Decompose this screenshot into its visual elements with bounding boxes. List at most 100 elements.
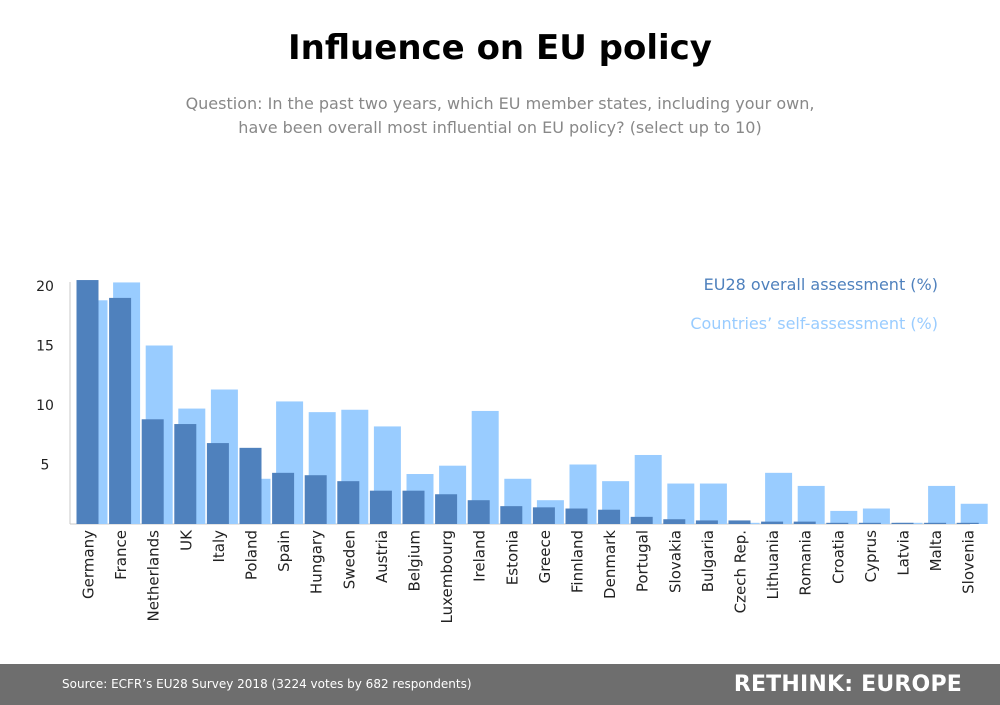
bar-overall-assessment: [239, 447, 262, 524]
chart-subtitle: Question: In the past two years, which E…: [0, 92, 1000, 140]
bar-group: [402, 474, 434, 524]
bar-group: [174, 408, 206, 524]
bar-overall-assessment: [793, 521, 816, 524]
bar-chart: 5 10 15 20 Germany France Netherlands UK Italy Po…: [36, 275, 988, 624]
bar-overall-assessment: [761, 521, 784, 524]
bar-self-assessment: [667, 483, 695, 524]
x-tick-label: France: [112, 530, 130, 580]
bar-group: [695, 483, 727, 524]
bar-overall-assessment: [467, 500, 490, 524]
bar-overall-assessment: [663, 519, 686, 524]
bar-group: [532, 500, 564, 524]
x-tick-label: Ireland: [471, 530, 489, 582]
x-tick-label: Spain: [275, 530, 293, 572]
y-tick-label: 10: [36, 398, 54, 414]
x-tick-label: Hungary: [308, 530, 326, 594]
bar-overall-assessment: [500, 506, 523, 524]
bar-group: [435, 465, 467, 524]
bar-self-assessment: [862, 508, 890, 524]
legend-self: Countries’ self-assessment (%): [690, 314, 938, 333]
x-tick-label: Poland: [243, 530, 261, 580]
bar-overall-assessment: [695, 520, 718, 524]
bar-group: [369, 426, 401, 524]
x-tick-label: Sweden: [340, 530, 358, 589]
bar-group: [728, 520, 760, 524]
bar-group: [467, 410, 499, 524]
y-tick-label: 15: [36, 339, 54, 355]
bar-overall-assessment: [435, 494, 458, 524]
bar-overall-assessment: [402, 490, 425, 524]
bar-group: [239, 447, 271, 524]
bar-overall-assessment: [956, 522, 979, 524]
bar-self-assessment: [960, 503, 988, 524]
x-tick-label: Cyprus: [862, 530, 880, 583]
bar-group: [565, 464, 597, 524]
chart-title: Influence on EU policy: [288, 28, 712, 68]
x-tick-label: Belgium: [406, 530, 424, 592]
bar-self-assessment: [830, 510, 858, 524]
bar-self-assessment: [634, 454, 662, 524]
x-tick-label: Bulgaria: [699, 530, 717, 592]
bar-overall-assessment: [858, 522, 881, 524]
x-tick-label: Estonia: [503, 530, 521, 585]
bar-group: [141, 345, 173, 524]
bar-overall-assessment: [141, 419, 164, 524]
y-tick-label: 20: [36, 279, 54, 295]
bar-group: [109, 282, 141, 524]
bar-self-assessment: [797, 485, 825, 524]
subtitle-line-2: have been overall most influential on EU…: [238, 118, 762, 137]
bar-group: [826, 510, 858, 524]
bar-group: [891, 522, 923, 524]
x-tick-label: Czech Rep.: [732, 530, 750, 613]
bar-overall-assessment: [532, 507, 555, 524]
x-tick-label: Denmark: [601, 530, 619, 599]
x-tick-label: Italy: [210, 530, 228, 563]
bar-self-assessment: [765, 472, 793, 524]
x-tick-label: Croatia: [829, 530, 847, 584]
bar-self-assessment: [699, 483, 727, 524]
x-tick-label: Malta: [927, 530, 945, 571]
legend-overall: EU28 overall assessment (%): [704, 275, 938, 294]
x-tick-label: Romania: [797, 530, 815, 596]
bar-group: [598, 481, 630, 524]
bar-overall-assessment: [174, 424, 197, 524]
x-tick-label: Portugal: [634, 530, 652, 592]
x-tick-label: UK: [177, 529, 195, 551]
bar-group: [337, 409, 369, 524]
source-note: Source: ECFR’s EU28 Survey 2018 (3224 vo…: [62, 677, 472, 691]
bar-group: [500, 478, 532, 524]
x-tick-label: Luxembourg: [438, 530, 456, 624]
bar-overall-assessment: [630, 516, 653, 524]
bar-group: [630, 454, 662, 524]
bar-overall-assessment: [272, 472, 295, 524]
bar-overall-assessment: [826, 522, 849, 524]
bar-group: [924, 485, 956, 524]
bar-overall-assessment: [924, 522, 947, 524]
bar-overall-assessment: [206, 443, 229, 524]
subtitle-line-1: Question: In the past two years, which E…: [185, 94, 815, 113]
bar-group: [206, 389, 238, 524]
bar-overall-assessment: [76, 280, 99, 524]
bar-group: [761, 472, 793, 524]
x-tick-label: Lithuania: [764, 530, 782, 599]
bar-overall-assessment: [109, 297, 132, 524]
bar-group: [858, 508, 890, 524]
x-tick-label: Latvia: [895, 530, 913, 576]
bar-group: [272, 401, 304, 524]
bar-overall-assessment: [565, 508, 588, 524]
x-tick-label: Slovakia: [666, 530, 684, 593]
bar-overall-assessment: [728, 520, 751, 524]
bar-overall-assessment: [891, 522, 914, 524]
bar-group: [76, 280, 108, 524]
footer-bar: Source: ECFR’s EU28 Survey 2018 (3224 vo…: [0, 664, 1000, 705]
bar-group: [663, 483, 695, 524]
x-tick-label: Netherlands: [145, 530, 163, 622]
x-tick-label: Greece: [536, 530, 554, 583]
x-tick-label: Germany: [80, 530, 98, 599]
x-tick-label: Slovenia: [960, 530, 978, 594]
brand-logo: RETHINK: EUROPE: [733, 672, 962, 697]
y-tick-label: 5: [41, 458, 50, 474]
bar-self-assessment: [928, 485, 956, 524]
bar-group: [793, 485, 825, 524]
bar-overall-assessment: [369, 490, 392, 524]
